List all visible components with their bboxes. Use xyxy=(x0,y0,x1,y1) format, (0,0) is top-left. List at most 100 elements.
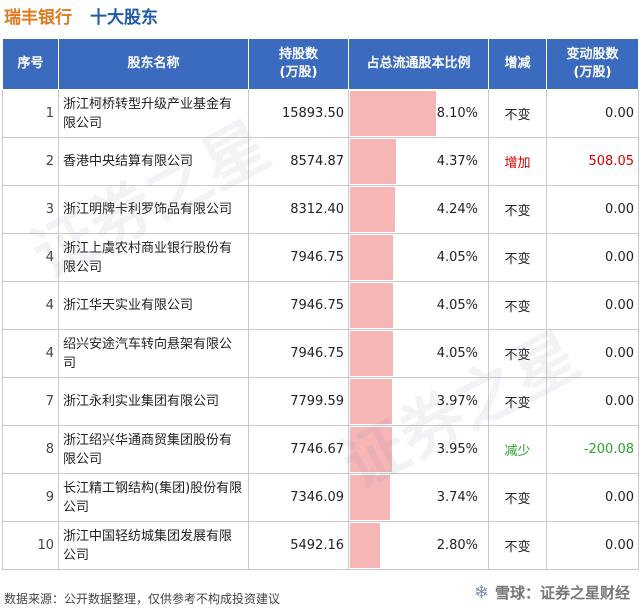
snowball-icon: ❄ xyxy=(473,582,489,603)
shares-cell: 15893.50 xyxy=(248,89,349,138)
table-header: 序号 股东名称 持股数 (万股) 占总流通股本比例 增减 变动股数 (万股) xyxy=(2,38,639,90)
table-row: 4 绍兴安途汽车转向悬架有限公司 7946.75 4.05% 不变 0.00 xyxy=(2,329,639,378)
table-body: 1 浙江柯桥转型升级产业基金有限公司 15893.50 8.10% 不变 0.00 2 香港中… xyxy=(2,89,639,570)
ratio-text: 2.80% xyxy=(436,538,478,553)
ratio-bar xyxy=(350,235,394,280)
shareholder-name-cell: 浙江永利实业集团有限公司 xyxy=(58,377,249,426)
shareholders-table: 序号 股东名称 持股数 (万股) 占总流通股本比例 增减 变动股数 (万股) 1… xyxy=(2,38,639,570)
table-row: 4 浙江上虞农村商业银行股份有限公司 7946.75 4.05% 不变 0.00 xyxy=(2,233,639,282)
shareholder-name-cell: 绍兴安途汽车转向悬架有限公司 xyxy=(58,329,249,378)
change-cell: 不变 xyxy=(488,185,547,234)
ratio-cell: 3.97% xyxy=(348,377,489,426)
ratio-cell: 3.95% xyxy=(348,425,489,474)
table-row: 1 浙江柯桥转型升级产业基金有限公司 15893.50 8.10% 不变 0.00 xyxy=(2,89,639,138)
shareholder-name-cell: 长江精工钢结构(集团)股份有限公司 xyxy=(58,473,249,522)
ratio-cell: 3.74% xyxy=(348,473,489,522)
ratio-bar xyxy=(350,523,380,568)
table-row: 3 浙江明牌卡利罗饰品有限公司 8312.40 4.24% 不变 0.00 xyxy=(2,185,639,234)
change-cell: 不变 xyxy=(488,473,547,522)
ratio-cell: 4.05% xyxy=(348,233,489,282)
rank-cell: 9 xyxy=(2,473,59,522)
ratio-bar xyxy=(350,187,396,232)
ratio-cell: 4.05% xyxy=(348,281,489,330)
delta-cell: 0.00 xyxy=(546,521,639,570)
rank-cell: 8 xyxy=(2,425,59,474)
header-delta: 变动股数 (万股) xyxy=(546,38,639,90)
ratio-text: 4.05% xyxy=(436,298,478,313)
rank-cell: 4 xyxy=(2,233,59,282)
ratio-bar xyxy=(350,91,437,136)
shareholder-name-cell: 浙江绍兴华通商贸集团股份有限公司 xyxy=(58,425,249,474)
change-cell: 减少 xyxy=(488,425,547,474)
change-cell: 不变 xyxy=(488,233,547,282)
ratio-bar xyxy=(350,427,393,472)
shareholder-name-cell: 香港中央结算有限公司 xyxy=(58,137,249,186)
delta-cell: 0.00 xyxy=(546,473,639,522)
change-cell: 不变 xyxy=(488,521,547,570)
change-cell: 增加 xyxy=(488,137,547,186)
delta-cell: 0.00 xyxy=(546,89,639,138)
change-cell: 不变 xyxy=(488,281,547,330)
change-cell: 不变 xyxy=(488,329,547,378)
ratio-bar xyxy=(350,379,393,424)
shares-cell: 7746.67 xyxy=(248,425,349,474)
delta-cell: -200.08 xyxy=(546,425,639,474)
shareholder-name-cell: 浙江明牌卡利罗饰品有限公司 xyxy=(58,185,249,234)
table-row: 8 浙江绍兴华通商贸集团股份有限公司 7746.67 3.95% 减少 -200.08 xyxy=(2,425,639,474)
ratio-text: 3.95% xyxy=(436,442,478,457)
shares-cell: 7799.59 xyxy=(248,377,349,426)
ratio-bar xyxy=(350,283,394,328)
table-row: 2 香港中央结算有限公司 8574.87 4.37% 增加 508.05 xyxy=(2,137,639,186)
ratio-text: 4.37% xyxy=(436,154,478,169)
delta-cell: 508.05 xyxy=(546,137,639,186)
delta-cell: 0.00 xyxy=(546,377,639,426)
brand-text: 雪球：证券之星财经 xyxy=(494,584,630,602)
ratio-bar xyxy=(350,139,397,184)
shareholder-name-cell: 浙江华天实业有限公司 xyxy=(58,281,249,330)
change-cell: 不变 xyxy=(488,377,547,426)
footer-brand: ❄ 雪球：证券之星财经 xyxy=(474,582,630,603)
company-title: 瑞丰银行 xyxy=(4,7,72,28)
shares-cell: 7946.75 xyxy=(248,329,349,378)
shares-cell: 7946.75 xyxy=(248,233,349,282)
rank-cell: 4 xyxy=(2,281,59,330)
shares-cell: 7946.75 xyxy=(248,281,349,330)
shareholder-name-cell: 浙江上虞农村商业银行股份有限公司 xyxy=(58,233,249,282)
table-row: 4 浙江华天实业有限公司 7946.75 4.05% 不变 0.00 xyxy=(2,281,639,330)
header-name: 股东名称 xyxy=(58,38,249,90)
topic-title: 十大股东 xyxy=(90,7,158,28)
table-row: 10 浙江中国轻纺城集团发展有限公司 5492.16 2.80% 不变 0.00 xyxy=(2,521,639,570)
rank-cell: 1 xyxy=(2,89,59,138)
header-change: 增减 xyxy=(488,38,547,90)
delta-cell: 0.00 xyxy=(546,329,639,378)
ratio-text: 3.97% xyxy=(436,394,478,409)
ratio-text: 4.05% xyxy=(436,346,478,361)
ratio-text: 8.10% xyxy=(436,106,478,121)
rank-cell: 4 xyxy=(2,329,59,378)
ratio-text: 3.74% xyxy=(436,490,478,505)
data-source-note: 数据来源：公开数据整理，仅供参考不构成投资建议 xyxy=(4,592,281,606)
ratio-text: 4.24% xyxy=(436,202,478,217)
header-shares: 持股数 (万股) xyxy=(248,38,349,90)
header-rank: 序号 xyxy=(2,38,59,90)
shares-cell: 5492.16 xyxy=(248,521,349,570)
ratio-cell: 4.37% xyxy=(348,137,489,186)
table-row: 9 长江精工钢结构(集团)股份有限公司 7346.09 3.74% 不变 0.00 xyxy=(2,473,639,522)
ratio-cell: 4.05% xyxy=(348,329,489,378)
rank-cell: 3 xyxy=(2,185,59,234)
header-ratio: 占总流通股本比例 xyxy=(348,38,489,90)
table-row: 7 浙江永利实业集团有限公司 7799.59 3.97% 不变 0.00 xyxy=(2,377,639,426)
title-bar: 瑞丰银行 十大股东 xyxy=(0,0,640,30)
shares-cell: 8312.40 xyxy=(248,185,349,234)
ratio-bar xyxy=(350,331,394,376)
delta-cell: 0.00 xyxy=(546,281,639,330)
ratio-cell: 4.24% xyxy=(348,185,489,234)
rank-cell: 10 xyxy=(2,521,59,570)
shares-cell: 8574.87 xyxy=(248,137,349,186)
delta-cell: 0.00 xyxy=(546,185,639,234)
shareholder-name-cell: 浙江柯桥转型升级产业基金有限公司 xyxy=(58,89,249,138)
ratio-cell: 8.10% xyxy=(348,89,489,138)
change-cell: 不变 xyxy=(488,89,547,138)
shareholder-name-cell: 浙江中国轻纺城集团发展有限公司 xyxy=(58,521,249,570)
ratio-text: 4.05% xyxy=(436,250,478,265)
